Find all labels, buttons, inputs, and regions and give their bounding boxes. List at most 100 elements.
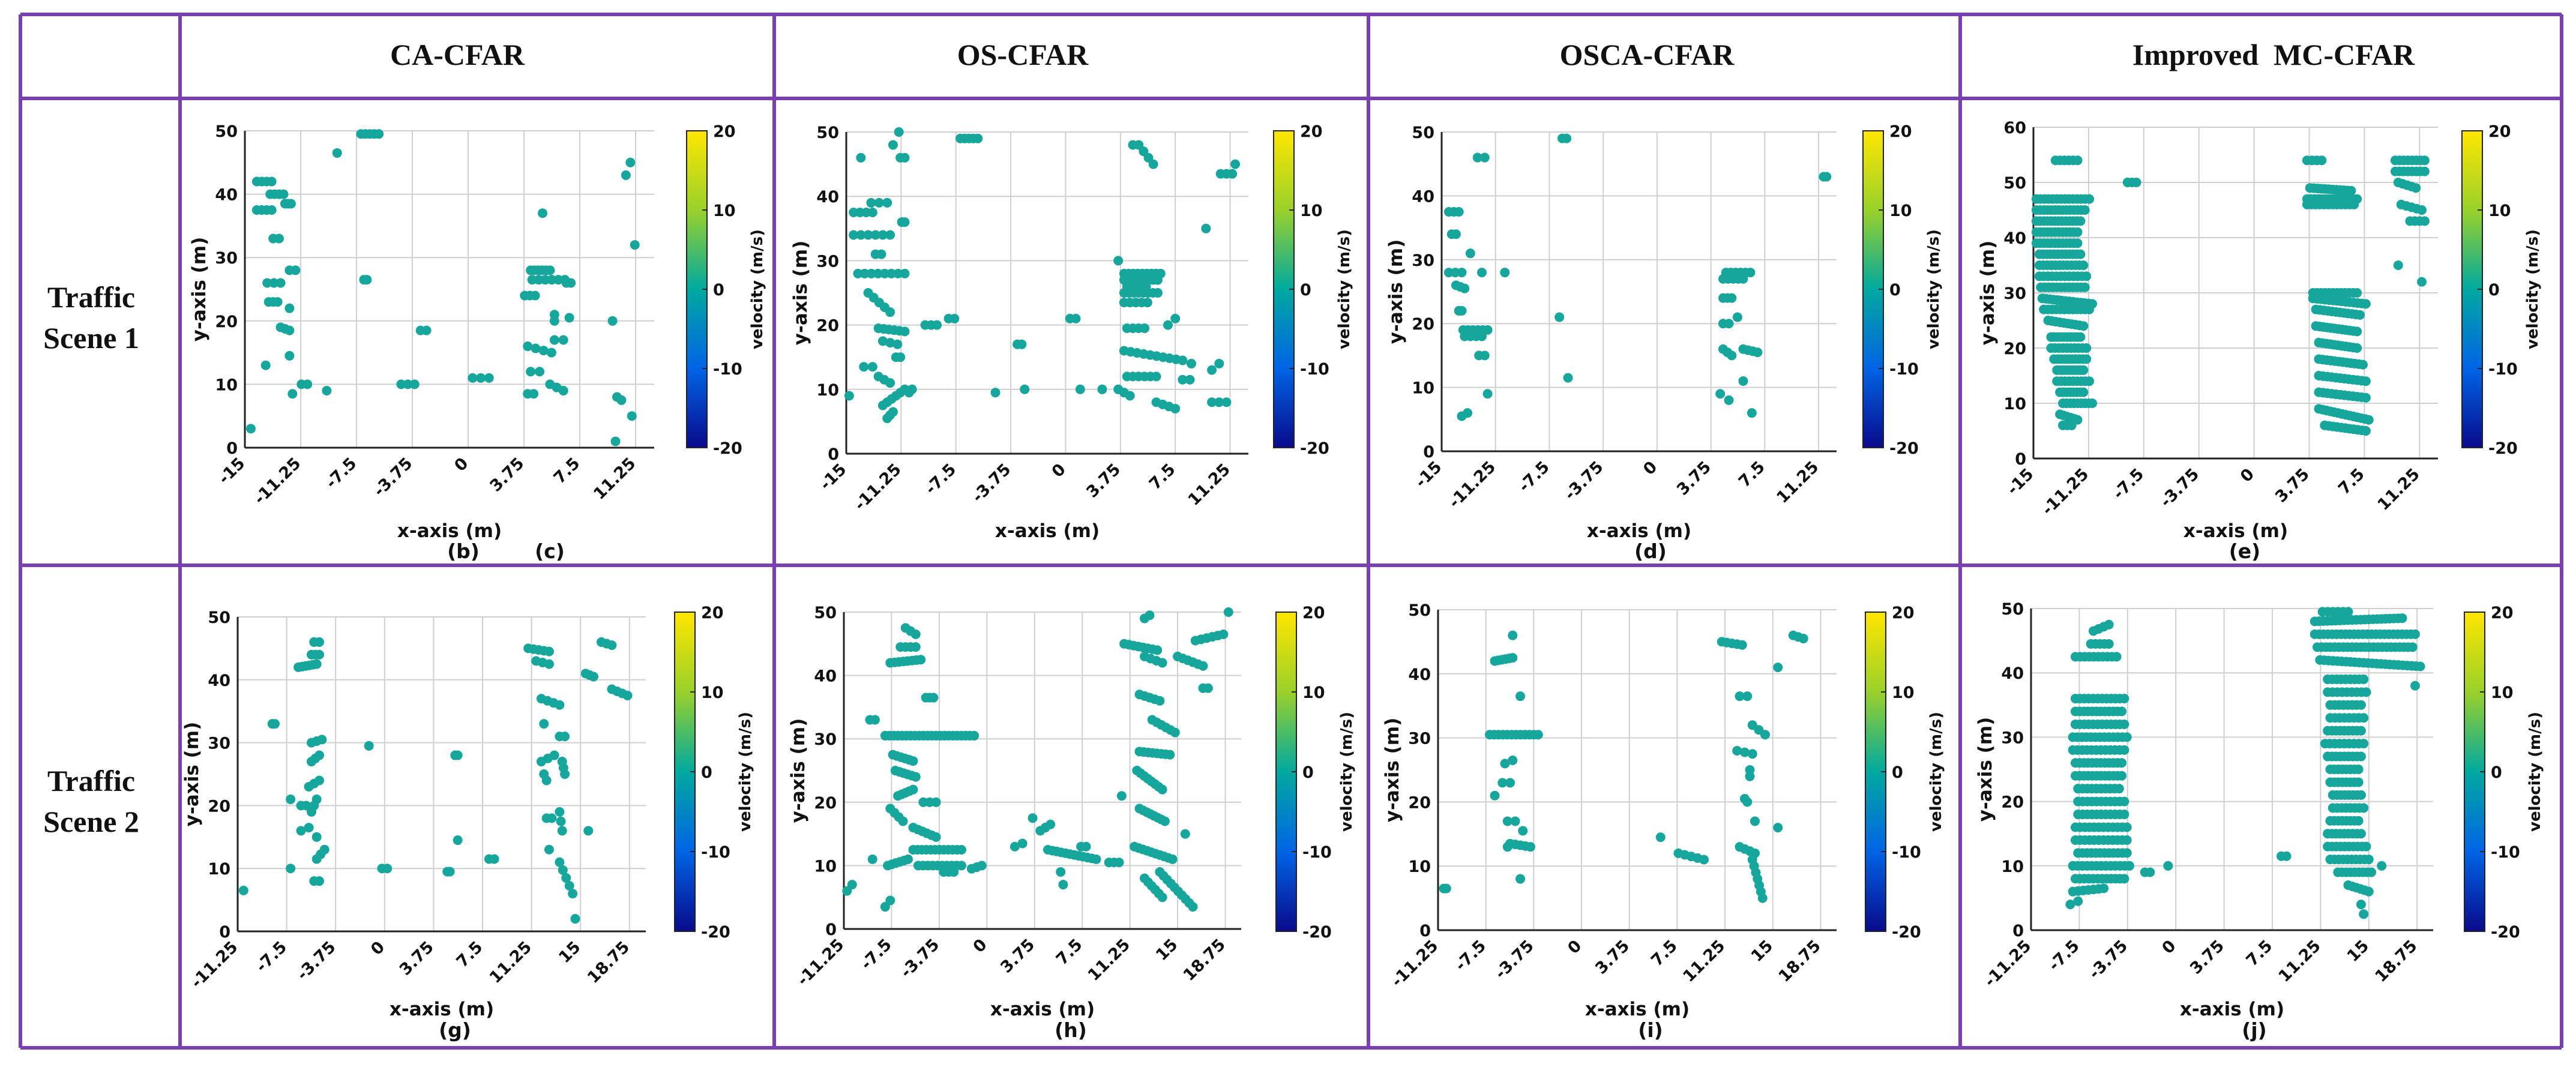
data-point xyxy=(549,316,559,326)
x-tick-label: 7.5 xyxy=(1735,458,1769,491)
data-point xyxy=(1214,358,1224,368)
data-point xyxy=(1773,663,1783,673)
y-tick-label: 30 xyxy=(816,252,839,271)
data-point xyxy=(2353,765,2364,774)
data-point xyxy=(549,750,559,760)
data-point xyxy=(1482,389,1493,399)
data-point xyxy=(610,436,621,446)
x-tick-label: -3.75 xyxy=(897,936,943,982)
column-header-osca-cfar: OSCA-CFAR xyxy=(1560,38,1735,71)
data-point xyxy=(278,189,289,199)
x-tick-label: -7.5 xyxy=(2045,937,2083,975)
data-point xyxy=(1502,842,1512,852)
colorbar-tick-label: 0 xyxy=(1889,281,1901,299)
data-point xyxy=(2410,629,2420,639)
x-axis-label: x-axis (m) xyxy=(1587,520,1691,542)
data-point xyxy=(969,730,980,741)
x-tick-label: 3.75 xyxy=(2272,465,2313,506)
data-point xyxy=(322,385,332,395)
data-point xyxy=(1476,268,1487,278)
data-point xyxy=(867,362,877,372)
colorbar-tick-label: 20 xyxy=(1302,604,1325,622)
data-point xyxy=(625,157,636,167)
colorbar: -20 -10 0 10 20 velocity (m/s) xyxy=(2464,604,2544,942)
x-tick-label: -11.25 xyxy=(1981,937,2035,991)
data-point xyxy=(314,876,324,886)
data-point xyxy=(2361,687,2371,697)
data-point xyxy=(1727,293,1737,303)
data-point xyxy=(560,732,570,742)
data-point xyxy=(1165,750,1175,760)
data-point xyxy=(2125,861,2135,871)
data-point xyxy=(1515,691,1526,702)
colorbar-tick-label: 10 xyxy=(2491,684,2514,702)
x-tick-label: -11.25 xyxy=(250,454,304,508)
data-point xyxy=(1028,813,1038,823)
x-tick-label: 3.75 xyxy=(2186,937,2228,978)
data-points xyxy=(238,637,633,924)
data-point xyxy=(1170,403,1181,413)
data-point xyxy=(445,867,455,877)
data-point xyxy=(2361,426,2371,436)
colorbar-label: velocity (m/s) xyxy=(748,229,766,349)
data-point xyxy=(866,268,876,278)
data-point xyxy=(2117,706,2127,717)
x-tick-label: 7.5 xyxy=(1053,936,1086,969)
data-point xyxy=(2359,909,2369,919)
x-tick-label: 7.5 xyxy=(550,454,584,488)
data-point xyxy=(2104,619,2114,630)
data-point xyxy=(583,826,594,836)
y-tick-label: 50 xyxy=(208,609,230,627)
data-point xyxy=(956,861,966,871)
data-point xyxy=(2356,829,2366,839)
data-point xyxy=(2281,851,2292,861)
data-point xyxy=(910,629,921,639)
x-tick-label: 7.5 xyxy=(453,938,487,972)
colorbar-tick-label: 10 xyxy=(1300,202,1323,220)
data-point xyxy=(873,268,883,278)
data-point xyxy=(1056,867,1066,877)
x-tick-label: 7.5 xyxy=(2243,937,2277,970)
data-point xyxy=(1046,819,1056,829)
data-point xyxy=(888,140,898,150)
data-point xyxy=(541,775,552,786)
colorbar-tick-label: 20 xyxy=(2488,122,2511,141)
data-point xyxy=(2122,732,2132,742)
x-tick-label: 0 xyxy=(451,454,472,475)
data-point xyxy=(2075,216,2086,226)
colorbar-tick-label: -10 xyxy=(1300,360,1329,379)
data-point xyxy=(332,148,342,158)
colorbar: -20 -10 0 10 20 velocity (m/s) xyxy=(1862,122,1943,458)
data-point xyxy=(314,750,324,760)
data-point xyxy=(2117,771,2127,781)
x-tick-label: -11.25 xyxy=(1445,458,1499,512)
data-point xyxy=(870,230,880,240)
x-axis-label: x-axis (m) xyxy=(990,999,1095,1020)
data-point xyxy=(908,756,918,766)
data-point xyxy=(286,864,296,874)
data-point xyxy=(549,335,559,345)
data-point xyxy=(2072,155,2083,166)
data-point xyxy=(1699,855,1709,865)
x-tick-label: -7.5 xyxy=(322,454,361,493)
data-point xyxy=(1081,841,1091,852)
data-point xyxy=(544,844,554,855)
data-point xyxy=(1214,397,1224,407)
data-point xyxy=(1727,350,1737,361)
data-point xyxy=(900,268,910,278)
data-point xyxy=(301,801,311,811)
x-tick-label: 11.25 xyxy=(486,938,535,987)
data-point xyxy=(302,379,313,389)
data-point xyxy=(557,826,567,836)
data-points xyxy=(245,129,640,446)
colorbar-tick-label: 20 xyxy=(1889,122,1912,141)
x-tick-label: 18.75 xyxy=(2371,937,2421,986)
data-point xyxy=(853,268,863,278)
colorbar-tick-label: 20 xyxy=(1892,604,1915,622)
data-point xyxy=(2415,661,2425,672)
data-point xyxy=(245,424,256,434)
data-point xyxy=(2352,288,2362,298)
data-point xyxy=(1715,389,1726,399)
